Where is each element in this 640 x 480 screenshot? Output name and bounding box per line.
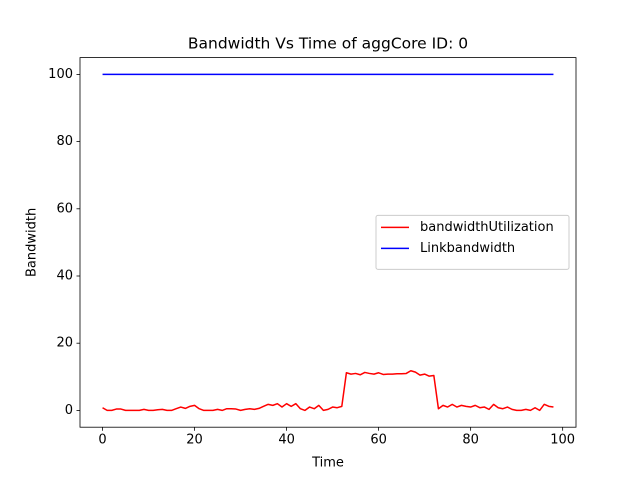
x-axis-label: Time [311, 456, 344, 471]
chart-title: Bandwidth Vs Time of aggCore ID: 0 [188, 35, 468, 53]
legend-box [375, 214, 570, 270]
x-tick-label: 40 [278, 433, 295, 448]
x-tick-label: 0 [98, 433, 106, 448]
legend-label: bandwidthUtilization [420, 220, 554, 235]
x-tick-label: 60 [370, 433, 387, 448]
x-tick-label: 80 [462, 433, 479, 448]
plot-frame [79, 57, 577, 428]
x-tick-label: 20 [186, 433, 203, 448]
y-tick-label: 20 [56, 336, 73, 351]
y-axis-label: Bandwidth [25, 208, 40, 277]
y-tick-label: 80 [56, 134, 73, 149]
legend-label: Linkbandwidth [420, 241, 515, 256]
y-tick-label: 60 [56, 201, 73, 216]
series-line [102, 370, 554, 412]
y-tick-label: 100 [48, 67, 73, 82]
y-tick-label: 40 [56, 269, 73, 284]
x-tick-label: 100 [550, 433, 575, 448]
y-tick-label: 0 [65, 403, 73, 418]
